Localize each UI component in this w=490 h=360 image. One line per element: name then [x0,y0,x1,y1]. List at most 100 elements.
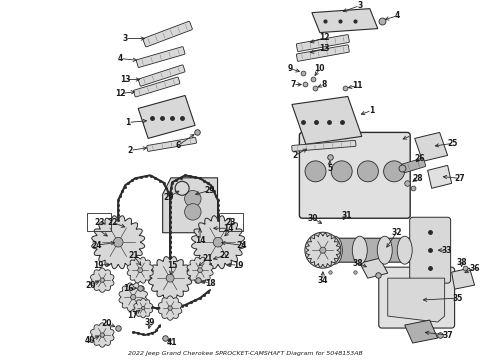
Polygon shape [119,283,147,311]
Text: 2: 2 [127,146,133,155]
Text: 8: 8 [321,80,326,89]
Circle shape [357,161,378,182]
Text: 14: 14 [223,224,233,233]
Text: 23: 23 [226,218,236,227]
Text: 32: 32 [392,228,402,237]
Text: 39: 39 [145,318,155,327]
Text: 1: 1 [369,106,374,115]
FancyBboxPatch shape [136,47,185,67]
Text: 18: 18 [205,279,216,288]
Text: 2: 2 [292,151,297,160]
Circle shape [142,306,145,310]
Text: 19: 19 [233,261,243,270]
Circle shape [384,161,405,182]
Text: 20: 20 [85,281,96,290]
Polygon shape [388,278,444,322]
Polygon shape [452,268,475,289]
Polygon shape [187,257,213,283]
Text: 16: 16 [123,284,133,293]
Text: 3: 3 [122,34,128,43]
Circle shape [185,190,201,207]
Text: 28: 28 [413,174,423,183]
Text: 12: 12 [115,89,125,98]
Polygon shape [312,9,378,33]
Text: 38: 38 [456,258,467,267]
Polygon shape [158,296,182,320]
Text: 27: 27 [454,174,465,183]
FancyBboxPatch shape [292,140,356,151]
Circle shape [213,237,223,247]
Polygon shape [138,95,195,138]
Polygon shape [306,233,340,267]
Circle shape [168,306,172,310]
Text: 4: 4 [395,11,400,20]
Circle shape [331,161,352,182]
Text: 33: 33 [441,246,452,255]
Text: 13: 13 [319,44,330,53]
Text: 41: 41 [167,338,177,347]
Text: 12: 12 [319,33,330,42]
Text: 23: 23 [94,218,104,227]
Circle shape [197,268,202,273]
Polygon shape [192,216,245,269]
FancyBboxPatch shape [143,21,193,47]
Polygon shape [127,257,153,283]
Circle shape [100,278,104,282]
Text: 14: 14 [195,236,205,245]
Text: 2022 Jeep Grand Cherokee SPROCKET-CAMSHAFT Diagram for 5048153AB: 2022 Jeep Grand Cherokee SPROCKET-CAMSHA… [127,351,363,356]
Text: 22: 22 [220,251,230,260]
Text: 19: 19 [93,261,103,270]
Polygon shape [360,258,388,278]
Text: 17: 17 [127,311,138,320]
Polygon shape [428,165,452,188]
Circle shape [130,294,136,300]
Circle shape [185,204,201,220]
Text: 21: 21 [203,254,213,263]
Text: 21: 21 [128,251,139,260]
Text: 10: 10 [315,64,325,73]
FancyBboxPatch shape [379,267,455,328]
Polygon shape [134,298,152,318]
Text: 26: 26 [415,154,425,163]
Text: 30: 30 [308,214,318,223]
Text: 29: 29 [205,186,215,195]
Polygon shape [91,323,114,347]
Text: 15: 15 [167,261,177,270]
Text: 24: 24 [237,241,247,250]
FancyBboxPatch shape [402,158,426,173]
FancyBboxPatch shape [318,238,416,262]
Circle shape [305,161,326,182]
Text: 25: 25 [447,139,458,148]
Circle shape [320,247,326,253]
Text: 22: 22 [107,218,118,227]
Text: 7: 7 [290,80,295,89]
Text: 37: 37 [442,330,453,339]
Text: 11: 11 [352,81,363,90]
Polygon shape [292,96,362,144]
Polygon shape [405,320,438,343]
Ellipse shape [327,236,343,264]
Circle shape [113,237,123,247]
Polygon shape [163,178,218,233]
Circle shape [305,232,341,268]
FancyBboxPatch shape [410,217,451,283]
FancyBboxPatch shape [147,138,196,151]
FancyBboxPatch shape [296,35,349,51]
Polygon shape [415,132,448,161]
Ellipse shape [397,236,412,264]
Polygon shape [92,216,145,269]
Text: 34: 34 [318,276,328,285]
Ellipse shape [352,236,368,264]
Text: 4: 4 [118,54,123,63]
Circle shape [100,333,104,337]
Text: 6: 6 [175,141,181,150]
FancyBboxPatch shape [133,77,180,97]
Text: 31: 31 [342,211,352,220]
Polygon shape [148,257,192,300]
Text: 36: 36 [469,264,480,273]
Text: 40: 40 [85,336,96,345]
Polygon shape [91,268,114,292]
Ellipse shape [377,236,392,264]
Text: 20: 20 [101,319,112,328]
FancyBboxPatch shape [296,45,349,61]
